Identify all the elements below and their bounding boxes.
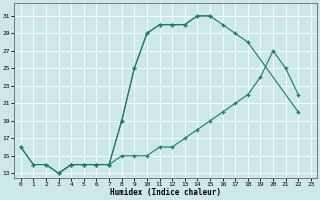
X-axis label: Humidex (Indice chaleur): Humidex (Indice chaleur) <box>110 188 221 197</box>
